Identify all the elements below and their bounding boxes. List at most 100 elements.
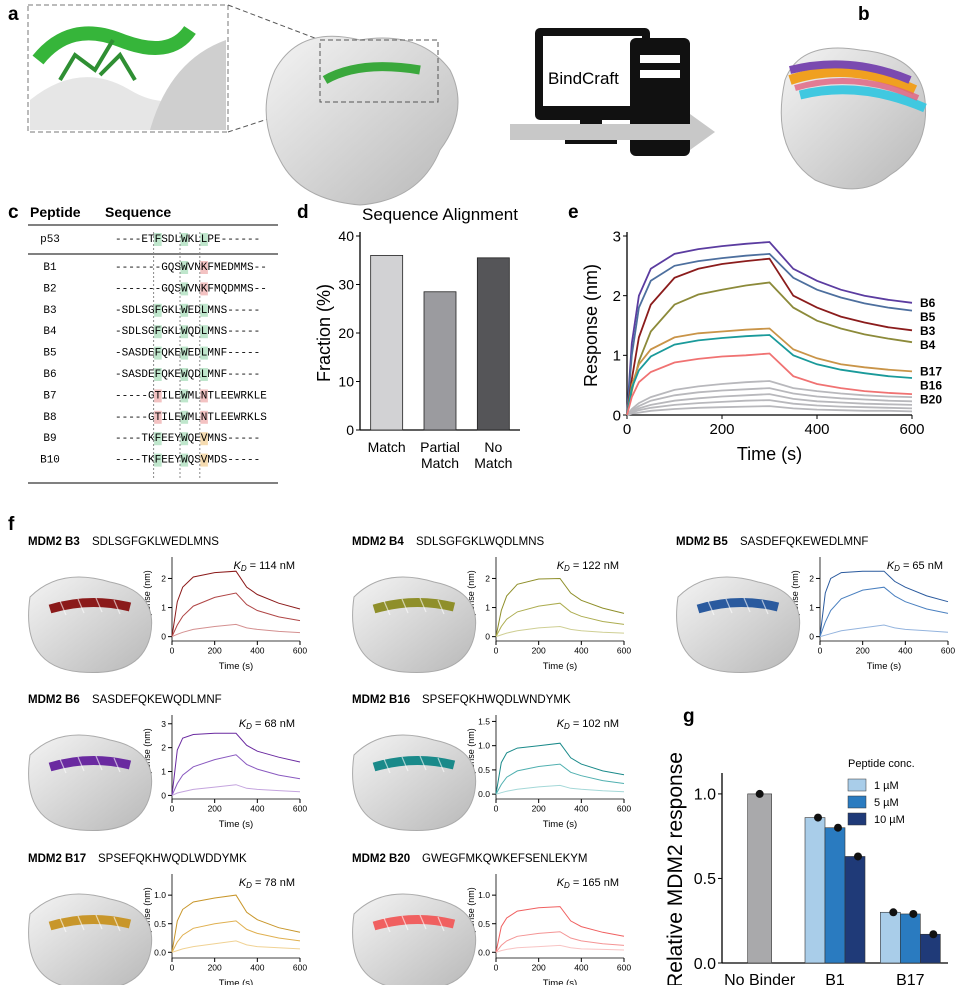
- y-axis-label: Response (nm): [142, 570, 152, 632]
- y-tick-label: 1: [161, 767, 166, 777]
- kd-subscript: D: [894, 564, 900, 573]
- protein-surface: [28, 893, 153, 985]
- sensorgram-line: [495, 784, 625, 795]
- panel-label: b: [858, 4, 870, 25]
- residue-highlight: [180, 261, 189, 274]
- series-label: B5: [920, 310, 936, 324]
- kd-text: = 102 nM: [573, 718, 619, 730]
- series-label: B6: [920, 296, 936, 310]
- sensorgram-line: [495, 944, 625, 953]
- kd-subscript: D: [241, 564, 247, 573]
- residue-highlight: [200, 410, 208, 424]
- protein-surface: [780, 47, 927, 190]
- sensorgram-line: [495, 763, 625, 795]
- sensorgram-line: [171, 623, 301, 638]
- y-tick-label: 2: [161, 743, 166, 753]
- bar: [900, 913, 921, 964]
- peptide-sequence: ----TKFEEYWQEVMNS-----: [115, 433, 260, 445]
- sensorgram-line: [171, 732, 301, 796]
- kd-symbol: K: [557, 560, 565, 572]
- residue-highlight: [180, 432, 189, 446]
- y-tick-label: 0: [613, 407, 621, 424]
- peptide-sequence: -SDLSGFGKLWEDLMNS-----: [115, 305, 260, 317]
- chart-title: MDM2 B5: [676, 536, 728, 548]
- residue-highlight: [180, 368, 189, 381]
- y-axis-label: Response (nm): [466, 887, 476, 949]
- chart-title: MDM2 B4: [352, 536, 404, 548]
- panel-label: d: [297, 202, 309, 223]
- kd-symbol: K: [557, 877, 565, 889]
- inset-image: [27, 4, 321, 133]
- peptide-sequence: -SASDEFQKEWEDLMNF-----: [115, 348, 260, 360]
- helix-stripe: [383, 755, 445, 774]
- x-tick-label: Partial Match: [420, 439, 460, 471]
- series-label: B3: [920, 324, 936, 338]
- peptide-name: B1: [43, 262, 57, 274]
- kd-symbol: K: [234, 560, 242, 572]
- data-point: [814, 813, 822, 822]
- y-tick-label: 0.5: [478, 919, 490, 929]
- x-axis-label: Time (s): [737, 444, 802, 464]
- legend-label: 5 µM: [874, 797, 899, 809]
- bar: [476, 257, 510, 431]
- y-tick-label: 0: [809, 632, 814, 642]
- x-tick-label: B17: [896, 972, 925, 985]
- x-tick-line: No: [484, 439, 502, 455]
- residue-highlight: [200, 432, 208, 446]
- sensorgram-line: [626, 380, 913, 416]
- series-label: B4: [920, 338, 936, 352]
- helix-stripe: [383, 914, 445, 933]
- peptide-name: B2: [43, 283, 56, 295]
- y-tick-label: 0: [485, 632, 490, 642]
- residue-highlight: [180, 233, 189, 246]
- peptide-name: B8: [43, 412, 56, 424]
- chart-subtitle: SASDEFQKEWQDLMNF: [92, 694, 222, 706]
- peptide-name: B9: [43, 433, 56, 445]
- x-tick-label: 600: [941, 646, 955, 656]
- x-tick-label: 400: [574, 963, 588, 973]
- panel-label: c: [8, 202, 19, 223]
- y-tick-label: 1.0: [478, 741, 490, 751]
- kd-annotation: KD = 122 nM: [557, 560, 619, 573]
- y-tick-label: 2: [809, 574, 814, 584]
- x-tick-label: 400: [250, 646, 264, 656]
- legend-label: 1 µM: [874, 780, 899, 792]
- sensorgram-line: [495, 577, 625, 637]
- sensorgram-line: [171, 894, 301, 953]
- x-axis-label: Time (s): [219, 978, 253, 985]
- x-tick-line: Match: [474, 455, 512, 471]
- x-tick-label: B1: [825, 972, 845, 985]
- sensorgram-line: [819, 570, 949, 637]
- legend-swatch: [847, 795, 867, 809]
- bar: [423, 291, 457, 431]
- sensorgram-line: [495, 742, 625, 795]
- x-tick-label: No Match: [474, 439, 512, 471]
- peptide-name: B4: [43, 326, 57, 338]
- x-axis-label: Time (s): [219, 661, 253, 672]
- x-tick-label: 200: [208, 804, 222, 814]
- x-tick-label: 0: [494, 804, 499, 814]
- helix-stripe: [707, 597, 769, 616]
- protein-surface: [352, 734, 477, 832]
- y-tick-label: 0.5: [154, 919, 166, 929]
- y-tick-label: 0.0: [478, 947, 490, 957]
- sensorgram-line: [171, 784, 301, 796]
- panel-label: a: [8, 4, 19, 25]
- residue-highlight: [154, 346, 162, 360]
- residue-highlight: [180, 389, 189, 403]
- peptide-name: B3: [43, 305, 56, 317]
- y-axis-label: Relative MDM2 response: [664, 752, 687, 985]
- sensorgram-line: [626, 399, 913, 416]
- sensorgram-line: [171, 920, 301, 953]
- kd-symbol: K: [887, 560, 895, 572]
- software-label: BindCraft: [548, 69, 619, 88]
- x-tick-label: 0: [494, 963, 499, 973]
- sensorgram-line: [626, 387, 913, 416]
- x-tick-label: 400: [898, 646, 912, 656]
- sensorgram-line: [495, 602, 625, 637]
- bar: [804, 817, 826, 964]
- y-tick-label: 0.0: [694, 956, 716, 973]
- y-tick-label: 1: [809, 603, 814, 613]
- residue-highlight: [200, 261, 208, 274]
- x-tick-label: 600: [293, 963, 307, 973]
